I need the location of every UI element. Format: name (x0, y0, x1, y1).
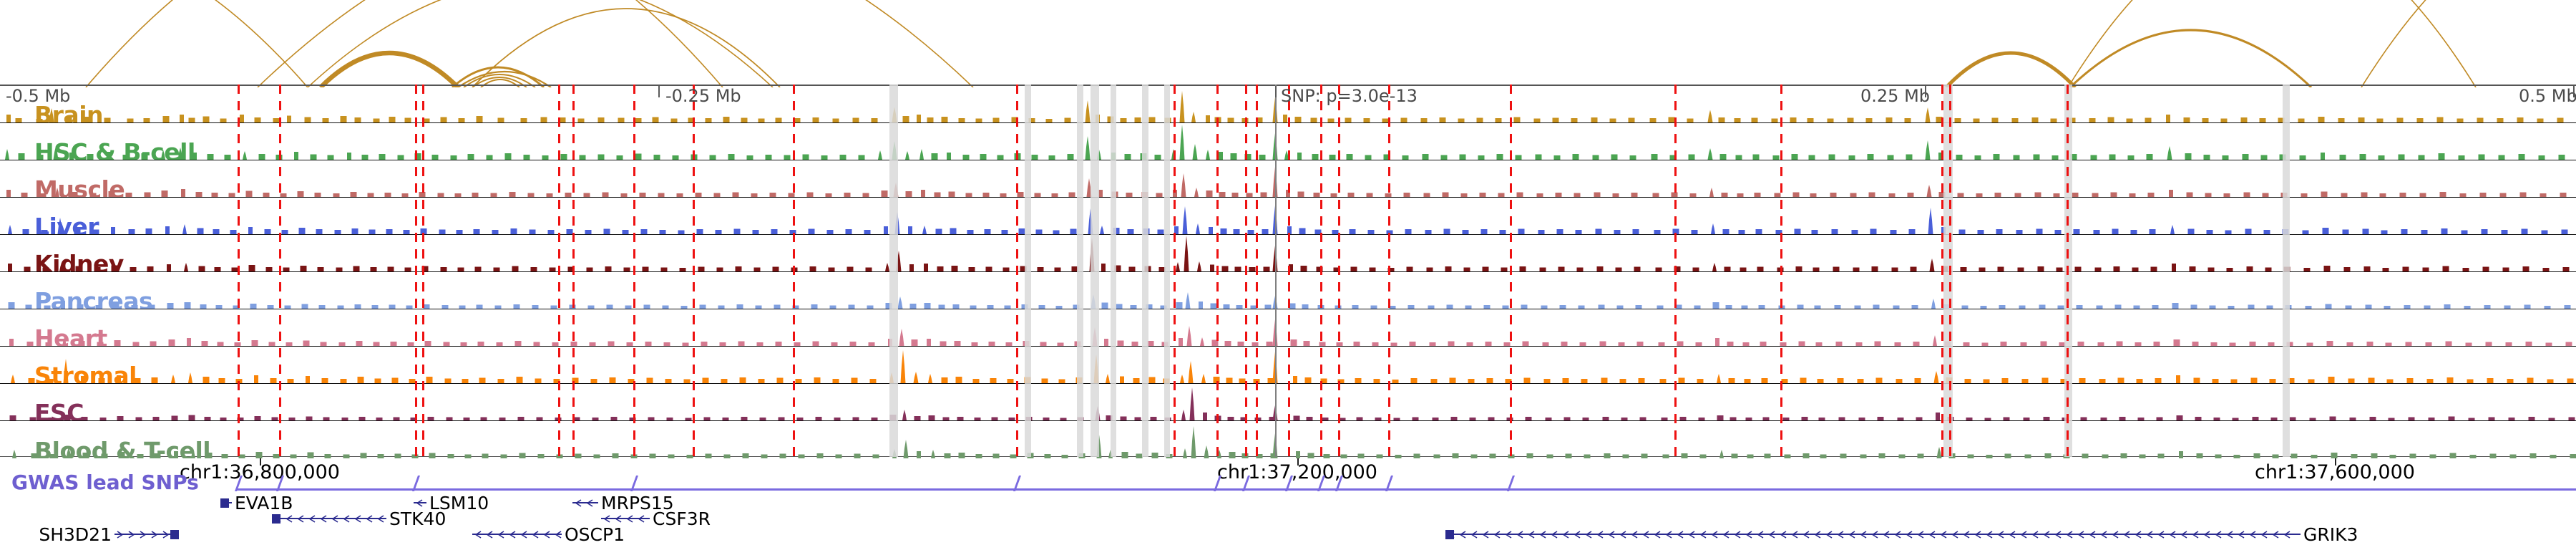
signal-histogram (11, 350, 2574, 383)
track-row-muscle[interactable]: Muscle (0, 160, 2576, 198)
track-label-pancreas: Pancreas (34, 287, 153, 309)
gene-model[interactable]: LSM10 (414, 494, 489, 512)
gene-strand-arrows (272, 513, 386, 524)
gwas-baseline (236, 488, 2576, 491)
track-label-hsc-b-cell: HSC & B-cell (34, 138, 195, 160)
track-row-esc[interactable]: ESC (0, 384, 2576, 421)
axis-label: 0.25 Mb (1860, 86, 1931, 106)
gene-label: STK40 (389, 508, 447, 529)
gene-strand-arrows (572, 498, 598, 508)
gene-model[interactable]: EVA1B (220, 494, 293, 512)
track-label-heart: Heart (34, 324, 107, 347)
gene-strand-arrows (1445, 529, 2301, 540)
loop-arc (463, 74, 536, 87)
axis-tick (1275, 86, 1277, 97)
loop-arc (2069, 29, 2313, 87)
gene-strand-arrows (114, 529, 179, 540)
gene-model[interactable]: MRPS15 (572, 494, 674, 512)
gene-model[interactable]: SH3D21 (39, 526, 179, 544)
axis-tick (1925, 86, 1926, 97)
track-label-stromal: Stromal (34, 362, 137, 384)
signal-histogram (8, 292, 2571, 309)
signal-histogram (9, 387, 2575, 420)
ruler-tick (260, 457, 261, 466)
track-row-heart[interactable]: Heart (0, 309, 2576, 347)
track-label-brain: Brain (34, 101, 104, 123)
signal-histogram (8, 206, 2568, 234)
ruler-label: chr1:36,800,000 (180, 461, 340, 483)
gwas-lead-snp-track: GWAS lead SNPs (0, 471, 2576, 494)
loop-arc (452, 66, 545, 87)
loop-arc (472, 8, 781, 87)
axis-label: 0.5 Mb (2519, 86, 2576, 106)
axis-tick (2573, 86, 2575, 97)
gene-strand-arrows (472, 529, 562, 540)
gene-label: MRPS15 (601, 493, 674, 513)
track-row-pancreas[interactable]: Pancreas (0, 272, 2576, 309)
gene-model[interactable]: CSF3R (601, 510, 711, 528)
gene-model[interactable]: GRIK3 (1445, 526, 2358, 544)
loop-arc (257, 0, 974, 87)
gene-label: SH3D21 (39, 524, 112, 545)
track-row-liver[interactable]: Liver (0, 198, 2576, 235)
gene-model[interactable]: OSCP1 (472, 526, 625, 544)
loop-arc (307, 0, 774, 87)
track-row-blood-t-cell[interactable]: Blood & T-cell (0, 421, 2576, 458)
track-label-esc: ESC (34, 399, 84, 421)
track-label-blood-t-cell: Blood & T-cell (34, 437, 211, 458)
gene-body-line (114, 534, 179, 535)
ruler-tick (1297, 457, 1299, 466)
ruler-label: chr1:37,600,000 (2255, 461, 2415, 483)
track-row-kidney[interactable]: Kidney (0, 235, 2576, 272)
loop-arc (214, 0, 308, 87)
loop-arc (472, 77, 527, 87)
signal-histogram (12, 426, 2576, 458)
axis-label: -0.5 Mb (6, 86, 71, 106)
loop-arc (318, 50, 460, 87)
gene-body-line (414, 502, 426, 503)
gene-strand-arrows (601, 513, 650, 524)
gene-model-track: SH3D21 EVA1B STK40 LSM10 OSCP1 MRPS15 CSF3R GRI… (0, 494, 2576, 544)
axis-label: -0.25 Mb (665, 86, 741, 106)
track-row-brain[interactable]: -0.5 Mb -0.25 Mb SNP: p=3.0e-13 0.25 Mb 0.5 … (0, 86, 2576, 123)
signal-histogram (8, 236, 2570, 271)
track-label-liver: Liver (34, 213, 99, 235)
loop-arc (2361, 0, 2426, 87)
gene-body-line (601, 518, 650, 519)
gene-strand-arrows (414, 498, 426, 508)
chromatin-loop-arcs (85, 0, 2477, 87)
axis-tick (658, 86, 660, 97)
gene-body-line (472, 534, 562, 535)
gene-model[interactable]: STK40 (272, 510, 446, 528)
gene-label: EVA1B (235, 493, 293, 513)
loop-arc (85, 0, 723, 87)
loop-arc (1945, 51, 2077, 87)
track-row-stromal[interactable]: Stromal (0, 347, 2576, 384)
gwas-track-label: GWAS lead SNPs (11, 471, 199, 494)
signal-histogram (6, 167, 2567, 197)
gene-label: OSCP1 (565, 524, 625, 545)
gene-body-line (572, 502, 598, 503)
signal-track-panel: -0.5 Mb -0.25 Mb SNP: p=3.0e-13 0.25 Mb 0.5 … (0, 85, 2576, 458)
signal-histogram (5, 125, 2565, 160)
gene-strand-arrows (220, 498, 232, 508)
gene-label: GRIK3 (2303, 524, 2358, 545)
signal-histogram (9, 319, 2572, 346)
gene-body-line (272, 518, 386, 519)
loop-arc (457, 71, 552, 87)
track-label-kidney: Kidney (34, 250, 124, 272)
ruler-tick (2335, 457, 2336, 466)
ruler-label: chr1:37,200,000 (1217, 461, 1377, 483)
loop-arc (2067, 0, 2477, 87)
gene-label: CSF3R (653, 508, 711, 529)
gene-label: LSM10 (429, 493, 489, 513)
track-label-muscle: Muscle (34, 175, 125, 198)
axis-label: SNP: p=3.0e-13 (1281, 86, 1418, 106)
coordinate-ruler: chr1:36,800,000 chr1:37,200,000 chr1:37,60… (0, 457, 2576, 486)
track-row-hsc-b-cell[interactable]: HSC & B-cell (0, 123, 2576, 160)
